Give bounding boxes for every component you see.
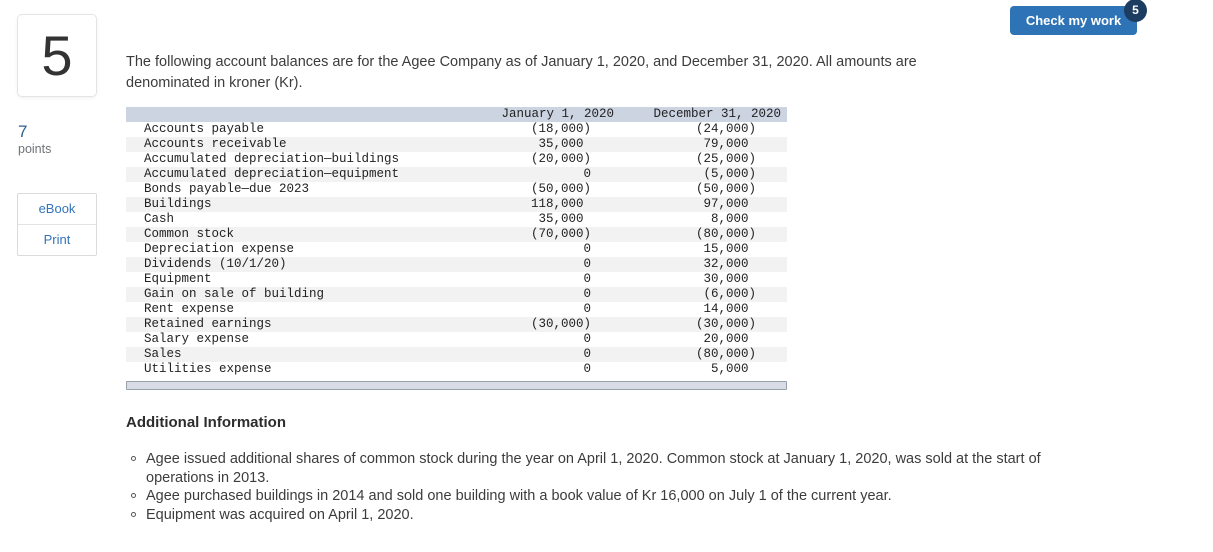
table-row: Bonds payable—due 2023 (50,000) (50,000) [126,182,787,197]
table-row: Common stock (70,000) (80,000) [126,227,787,242]
additional-information-heading: Additional Information [126,414,286,431]
table-body: Accounts payable (18,000) (24,000) Accounts… [126,122,787,377]
points-label: points [18,142,52,156]
question-number: 5 [41,23,73,87]
print-link[interactable]: Print [43,232,71,247]
additional-information-item: Agee purchased buildings in 2014 and sol… [126,487,1066,506]
january-value: 35,000 [538,212,591,226]
january-value: 0 [583,347,591,361]
january-value: 0 [583,242,591,256]
table-row: Accounts receivable 35,000 79,000 [126,137,787,152]
table-row: Dividends (10/1/20) 0 32,000 [126,257,787,272]
question-number-box: 5 [17,14,97,97]
question-intro-text: The following account balances are for t… [126,54,917,91]
december-value: (30,000) [695,317,756,331]
january-value: 0 [583,257,591,271]
january-value: (18,000) [530,122,591,136]
january-value: 0 [583,272,591,286]
table-row: Accumulated depreciation—equipment 0 (5,00… [126,167,787,182]
table-row: Equipment 0 30,000 [126,272,787,287]
december-value: 15,000 [703,242,756,256]
december-value: (6,000) [703,287,756,301]
december-value: 14,000 [703,302,756,316]
table-row: Sales 0 (80,000) [126,347,787,362]
december-value: (5,000) [703,167,756,181]
table-row: Salary expense 0 20,000 [126,332,787,347]
table-header-row: January 1, 2020 December 31, 2020 [126,107,787,122]
table-row: Cash 35,000 8,000 [126,212,787,227]
january-value: 0 [583,287,591,301]
additional-information-item: Agee issued additional shares of common … [126,450,1066,487]
check-my-work-label: Check my work [1025,13,1122,28]
january-value: 0 [583,167,591,181]
account-name: Accumulated depreciation—buildings [144,152,400,166]
december-value: (50,000) [695,182,756,196]
bullet-text: Agee purchased buildings in 2014 and sol… [146,488,892,504]
january-value: (20,000) [530,152,591,166]
account-name: Retained earnings [144,317,272,331]
check-my-work-button[interactable]: Check my work 5 [1010,0,1147,35]
january-value: 0 [583,362,591,376]
january-value: (30,000) [530,317,591,331]
account-name: Accounts payable [144,122,265,136]
question-tools: eBook Print [17,193,97,256]
december-value: (80,000) [695,347,756,361]
account-name: Bonds payable—due 2023 [144,182,310,196]
question-content: The following account balances are for t… [126,52,1086,524]
bullet-text: Agee issued additional shares of common … [146,451,1041,486]
bullet-icon [131,456,136,461]
column-header-december: December 31, 2020 [653,107,781,121]
january-value: 0 [583,302,591,316]
table-row: Retained earnings (30,000) (30,000) [126,317,787,332]
table-horizontal-scrollbar[interactable] [126,381,787,390]
account-name: Accumulated depreciation—equipment [144,167,400,181]
attempt-count-badge: 5 [1124,0,1147,22]
january-value: 0 [583,332,591,346]
january-value: 118,000 [530,197,591,211]
points-value: 7 [18,122,28,141]
december-value: (24,000) [695,122,756,136]
column-header-january: January 1, 2020 [501,107,614,121]
december-value: 20,000 [703,332,756,346]
points-indicator: 7 points [18,122,51,157]
december-value: (25,000) [695,152,756,166]
table-row: Utilities expense 0 5,000 [126,362,787,377]
account-name: Cash [144,212,175,226]
bullet-icon [131,493,136,498]
table-row: Depreciation expense 0 15,000 [126,242,787,257]
january-value: (70,000) [530,227,591,241]
january-value: (50,000) [530,182,591,196]
account-name: Rent expense [144,302,235,316]
account-name: Dividends (10/1/20) [144,257,287,271]
december-value: 32,000 [703,257,756,271]
table-row: Rent expense 0 14,000 [126,302,787,317]
december-value: 8,000 [710,212,756,226]
account-name: Accounts receivable [144,137,287,151]
ebook-link[interactable]: eBook [38,201,76,216]
december-value: 97,000 [703,197,756,211]
bullet-icon [131,511,136,517]
table-row: Accumulated depreciation—buildings (20,00… [126,152,787,167]
additional-information-list: Agee issued additional shares of common … [126,450,1066,524]
account-name: Utilities expense [144,362,272,376]
account-name: Gain on sale of building [144,287,325,301]
january-value: 35,000 [538,137,591,151]
table-row: Accounts payable (18,000) (24,000) [126,122,787,137]
account-name: Salary expense [144,332,250,346]
december-value: 30,000 [703,272,756,286]
account-name: Buildings [144,197,212,211]
account-name: Equipment [144,272,212,286]
account-name: Common stock [144,227,235,241]
account-name: Depreciation expense [144,242,295,256]
account-balances-table: January 1, 2020 December 31, 2020 Accoun… [126,107,787,390]
tools-divider [18,224,96,225]
additional-information-item: Equipment was acquired on April 1, 2020. [126,506,1066,525]
bullet-text: Equipment was acquired on April 1, 2020. [146,506,414,523]
december-value: 79,000 [703,137,756,151]
december-value: (80,000) [695,227,756,241]
account-name: Sales [144,347,182,361]
table-row: Buildings 118,000 97,000 [126,197,787,212]
table-row: Gain on sale of building 0 (6,000) [126,287,787,302]
december-value: 5,000 [710,362,756,376]
